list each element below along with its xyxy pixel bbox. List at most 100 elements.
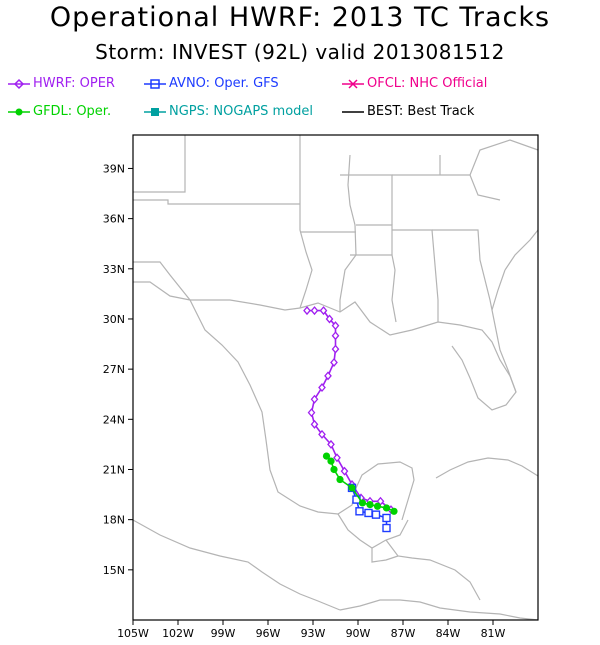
- track-point-gfdl: [358, 499, 367, 507]
- track-point-gfdl: [330, 465, 338, 474]
- y-tick-label: 36N: [103, 213, 125, 226]
- y-axis-ticks: 39N 36N 33N 30N 27N 24N 21N 18N 15N: [103, 162, 133, 577]
- track-point-hwrf: [330, 357, 338, 367]
- legend-marker-ngps: [144, 107, 166, 116]
- state-border-4: [299, 204, 313, 309]
- track-point-avno: [382, 513, 391, 523]
- track-hwrf: [303, 306, 395, 515]
- track-point-gfdl: [322, 452, 331, 460]
- track-point-hwrf: [307, 408, 316, 418]
- state-border-14: [469, 139, 539, 176]
- belize-border: [371, 548, 399, 563]
- track-point-avno: [355, 507, 364, 516]
- legend-marker-gfdl: [8, 108, 30, 115]
- x-axis-ticks: 105W 102W 99W 96W 93W 90W 87W 84W 81W: [117, 620, 506, 640]
- state-border-6: [350, 254, 397, 323]
- x-tick-label: 93W: [301, 627, 326, 640]
- state-border-8: [432, 229, 493, 311]
- track-point-hwrf: [333, 453, 341, 463]
- legend-label-best: BEST: Best Track: [367, 104, 475, 119]
- track-gfdl: [322, 452, 398, 515]
- track-point-gfdl: [336, 475, 344, 484]
- y-tick-label: 15N: [103, 564, 125, 577]
- track-point-avno: [364, 508, 373, 518]
- track-point-hwrf: [318, 383, 326, 393]
- track-point-hwrf: [331, 344, 340, 354]
- yucatan: [337, 513, 409, 549]
- legend-label-avno: AVNO: Oper. GFS: [169, 76, 279, 91]
- legend-marker-avno: [144, 78, 166, 89]
- x-tick-label: 87W: [391, 627, 416, 640]
- legend-label-gfdl: GFDL: Oper.: [33, 104, 112, 119]
- chart-subtitle: Storm: INVEST (92L) valid 2013081512: [95, 40, 505, 64]
- track-point-avno: [371, 510, 381, 519]
- track-point-hwrf: [310, 306, 319, 316]
- legend-item-avno: AVNO: Oper. GFS: [144, 76, 279, 91]
- plot-frame: [132, 134, 539, 621]
- legend-label-hwrf: HWRF: OPER: [33, 76, 115, 91]
- track-point-hwrf: [310, 419, 319, 429]
- x-tick-label: 81W: [481, 627, 506, 640]
- y-tick-label: 24N: [103, 413, 125, 426]
- legend-item-gfdl: GFDL: Oper.: [8, 104, 111, 119]
- y-tick-label: 33N: [103, 263, 125, 276]
- track-point-gfdl: [390, 507, 398, 515]
- legend-marker-ofcl: [342, 78, 364, 89]
- y-tick-label: 21N: [103, 463, 125, 476]
- state-border-9: [356, 224, 393, 255]
- track-point-gfdl: [366, 501, 374, 509]
- x-tick-label: 105W: [117, 627, 149, 640]
- track-point-hwrf: [319, 306, 328, 316]
- state-border-2: [133, 199, 300, 205]
- y-tick-label: 30N: [103, 313, 125, 326]
- track-point-gfdl: [327, 457, 335, 465]
- legend-item-hwrf: HWRF: OPER: [8, 76, 115, 91]
- chart-title: Operational HWRF: 2013 TC Tracks: [49, 2, 551, 33]
- track-point-hwrf: [318, 429, 326, 439]
- legend-marker-best: [342, 110, 364, 113]
- legend-item-best: BEST: Best Track: [342, 104, 474, 119]
- mexico-gulf-coast: [133, 261, 415, 521]
- state-border-7: [392, 229, 439, 322]
- x-tick-label: 84W: [436, 627, 461, 640]
- track-point-hwrf: [331, 331, 340, 341]
- legend-label-ofcl: OFCL: NHC Official: [367, 76, 488, 91]
- central-america-north: [385, 539, 481, 601]
- state-border-12: [392, 174, 501, 201]
- florida-east: [491, 269, 517, 393]
- track-point-hwrf: [324, 371, 332, 381]
- x-tick-label: 99W: [211, 627, 236, 640]
- x-tick-label: 90W: [346, 627, 371, 640]
- state-border-5: [339, 154, 357, 312]
- y-tick-label: 18N: [103, 514, 125, 527]
- track-point-gfdl: [373, 502, 382, 510]
- track-line-gfdl: [325, 455, 395, 513]
- track-line-hwrf: [307, 309, 392, 511]
- track-point-hwrf: [325, 314, 334, 324]
- track-point-hwrf: [327, 439, 335, 449]
- central-america: [339, 599, 539, 621]
- track-point-gfdl: [382, 504, 391, 512]
- legend-marker-hwrf: [8, 78, 30, 89]
- track-point-hwrf: [340, 466, 349, 476]
- track-point-hwrf: [310, 394, 319, 404]
- track-point-avno: [382, 523, 391, 533]
- y-tick-label: 39N: [103, 162, 125, 175]
- track-point-hwrf: [303, 306, 311, 316]
- y-tick-label: 27N: [103, 363, 125, 376]
- coastlines: [132, 135, 539, 621]
- legend-item-ofcl: OFCL: NHC Official: [342, 76, 487, 91]
- x-tick-label: 102W: [162, 627, 194, 640]
- x-tick-label: 96W: [256, 627, 281, 640]
- cuba: [435, 457, 539, 479]
- track-point-gfdl: [348, 484, 356, 492]
- legend-item-ngps: NGPS: NOGAPS model: [144, 104, 313, 119]
- mexico-pacific-coast: [132, 519, 341, 611]
- us-gulf-coast: [133, 281, 517, 411]
- legend-label-ngps: NGPS: NOGAPS model: [169, 104, 314, 119]
- state-border-1: [133, 135, 186, 193]
- track-point-hwrf: [331, 321, 340, 331]
- us-atlantic: [504, 229, 539, 271]
- track-series: [303, 306, 398, 533]
